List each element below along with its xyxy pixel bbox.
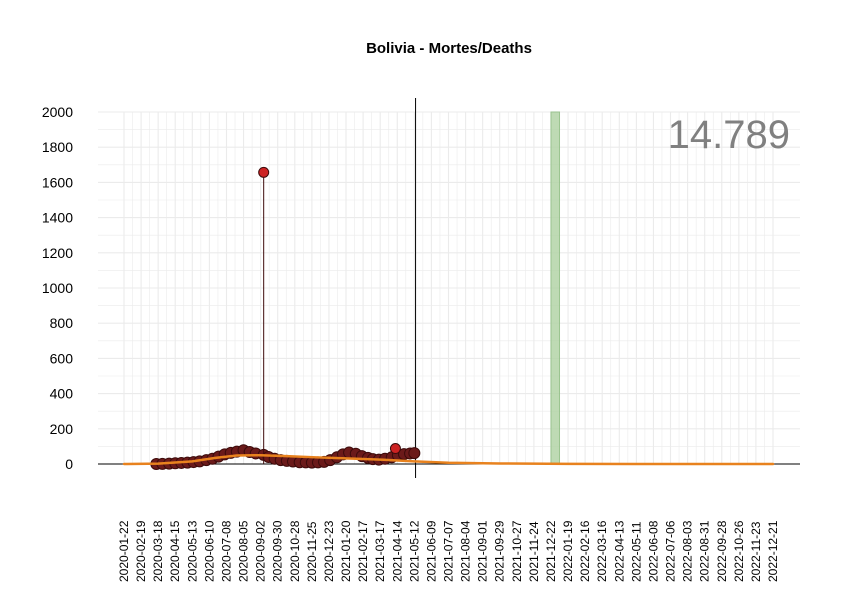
x-tick-label: 2021-01-20	[339, 520, 353, 582]
y-tick-label: 800	[50, 315, 74, 331]
x-tick-label: 2022-01-19	[561, 520, 575, 582]
highlight-band-layer	[550, 111, 561, 465]
x-tick-label: 2021-12-22	[544, 520, 558, 582]
highlight-band	[550, 111, 561, 465]
x-tick-label: 2021-08-04	[459, 520, 473, 582]
x-tick-label: 2022-05-11	[629, 521, 643, 582]
y-tick-label: 2000	[42, 104, 73, 120]
x-tick-label: 2020-08-05	[237, 520, 251, 582]
x-tick-label: 2021-09-01	[476, 520, 490, 582]
y-tick-labels: 0 200 400 600 800 1000 1200 1400 1600 1800 2000	[42, 104, 73, 472]
y-tick-label: 600	[50, 350, 74, 366]
x-tick-label: 2020-09-30	[271, 520, 285, 582]
x-tick-label: 2020-04-15	[168, 520, 182, 582]
y-tick-label: 1800	[42, 139, 73, 155]
x-tick-label: 2021-07-07	[442, 520, 456, 582]
y-tick-label: 1000	[42, 280, 73, 296]
x-tick-label: 2021-09-29	[493, 520, 507, 582]
x-tick-label: 2021-06-09	[424, 520, 438, 582]
x-tick-label: 2020-05-13	[185, 520, 199, 582]
x-tick-label: 2020-10-28	[288, 520, 302, 582]
x-tick-label: 2020-01-22	[117, 520, 131, 582]
x-tick-label: 2022-04-13	[612, 520, 626, 582]
x-tick-label: 2020-03-18	[151, 520, 165, 582]
x-tick-label: 2022-02-16	[578, 520, 592, 582]
x-tick-label: 2020-12-23	[322, 520, 336, 582]
x-tick-label: 2020-02-19	[134, 520, 148, 582]
y-tick-label: 1400	[42, 210, 73, 226]
x-tick-label: 2022-10-26	[732, 520, 746, 582]
x-tick-label: 2020-06-10	[202, 520, 216, 582]
y-tick-label: 1600	[42, 174, 73, 190]
y-tick-label: 200	[50, 421, 74, 437]
outlier-point	[389, 443, 401, 455]
x-tick-label: 2021-02-17	[356, 520, 370, 582]
y-tick-label: 400	[50, 386, 74, 402]
x-tick-label: 2021-03-17	[373, 520, 387, 582]
data-point	[408, 447, 421, 460]
x-tick-label: 2022-11-23	[749, 521, 763, 582]
x-tick-label: 2021-10-27	[510, 520, 524, 582]
x-tick-label: 2022-06-08	[646, 520, 660, 582]
x-tick-label: 2022-07-06	[664, 520, 678, 582]
trend-layer	[122, 453, 775, 466]
x-tick-label: 2022-12-21	[766, 520, 780, 582]
x-tick-label: 2021-05-12	[407, 520, 421, 582]
x-tick-label: 2020-07-08	[219, 520, 233, 582]
x-tick-labels: 2020-01-22 2020-02-19 2020-03-18 2020-04-15…	[117, 520, 780, 582]
x-tick-label: 2020-09-02	[254, 520, 268, 582]
y-tick-label: 1200	[42, 245, 73, 261]
x-tick-label: 2022-09-28	[715, 520, 729, 582]
chart-title: Bolivia - Mortes/Deaths	[366, 40, 532, 57]
grid	[98, 111, 800, 465]
points-layer	[150, 166, 421, 470]
outlier-point	[258, 166, 270, 178]
x-tick-label: 2021-11-24	[527, 521, 541, 582]
x-tick-label: 2020-11-25	[305, 521, 319, 582]
x-tick-label: 2022-03-16	[595, 520, 609, 582]
y-tick-label: 0	[65, 456, 73, 472]
x-tick-label: 2022-08-03	[681, 520, 695, 582]
trend-line	[122, 453, 775, 466]
total-deaths-annotation: 14.789	[668, 113, 790, 157]
x-tick-label: 2021-04-14	[390, 520, 404, 582]
x-tick-label: 2022-08-31	[698, 520, 712, 582]
